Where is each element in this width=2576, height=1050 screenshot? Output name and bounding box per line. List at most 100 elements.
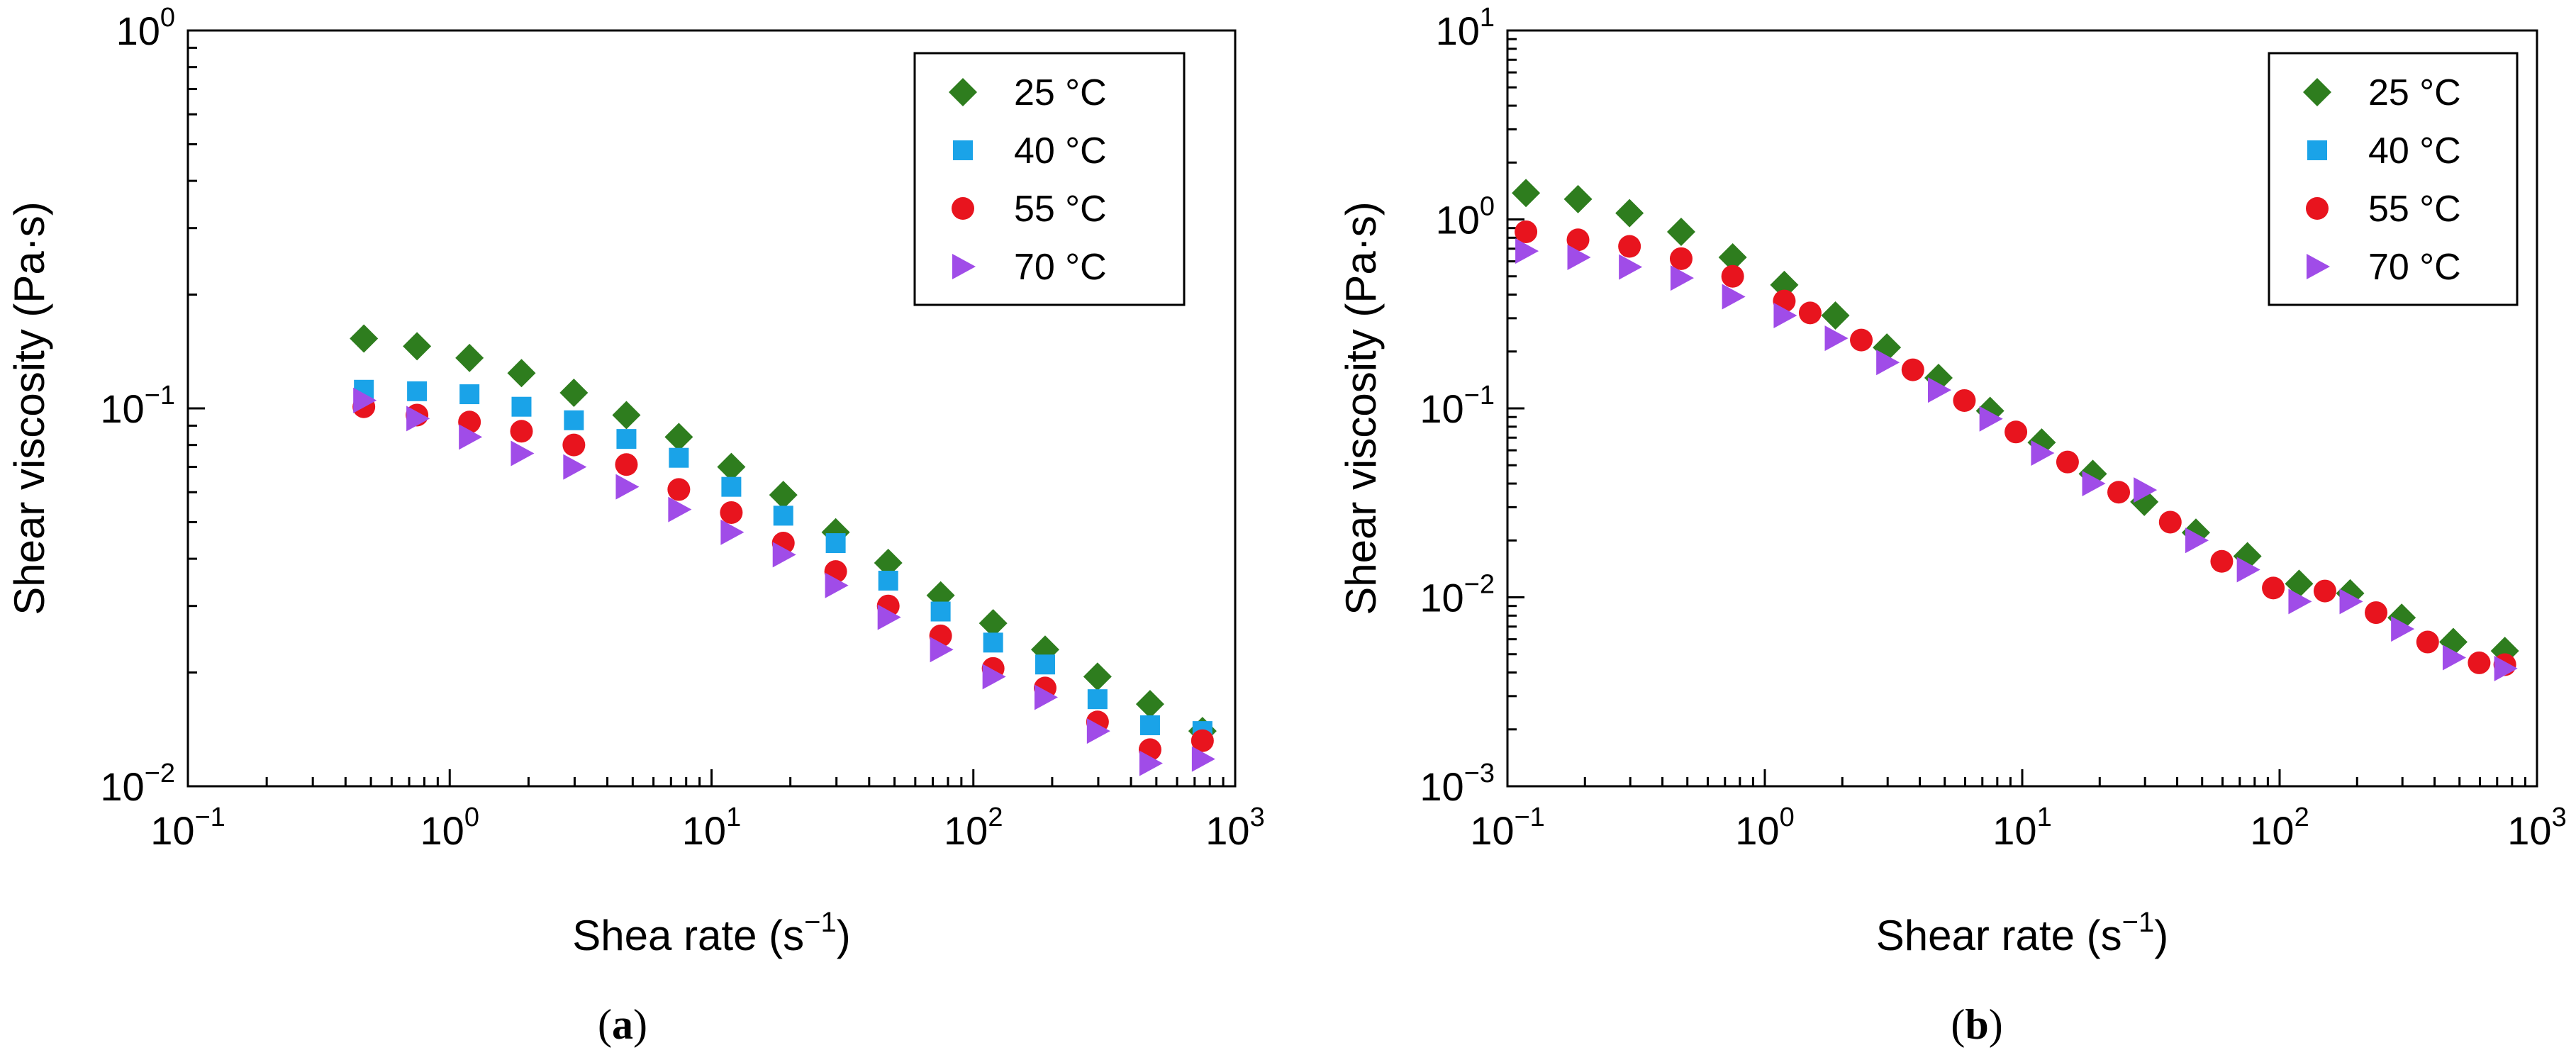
data-point (616, 429, 637, 449)
data-point (2442, 644, 2466, 671)
data-point (1515, 238, 1539, 264)
legend-label: 25 °C (1014, 72, 1107, 113)
data-point (769, 481, 798, 510)
data-point (2005, 420, 2028, 444)
y-tick-label: 10−2 (100, 759, 175, 809)
series-triangle-right (1515, 238, 2518, 681)
data-point (1083, 662, 1112, 691)
data-point (2416, 630, 2439, 654)
legend: 25 °C 40 °C 55 °C 70 °C (913, 52, 1186, 306)
data-point (511, 440, 535, 467)
data-point (978, 609, 1008, 638)
data-point (2210, 549, 2234, 573)
data-point (1563, 184, 1593, 213)
series-circle (352, 395, 1214, 761)
data-point (1515, 220, 1538, 243)
data-point (1135, 690, 1164, 719)
data-point (1901, 358, 1924, 381)
legend-label: 55 °C (1014, 189, 1107, 230)
data-point (1034, 684, 1058, 710)
data-point (772, 542, 796, 568)
data-point (2288, 588, 2312, 615)
x-tick-label: 102 (944, 803, 1003, 853)
y-tick-label: 101 (1436, 3, 1495, 53)
x-tick-label: 100 (420, 803, 479, 853)
data-point (1821, 301, 1850, 330)
data-point (507, 359, 536, 388)
legend-marker (952, 197, 974, 220)
data-point (2158, 510, 2182, 534)
x-tick-label: 103 (2507, 803, 2566, 853)
data-point (2082, 471, 2106, 497)
data-point (2134, 477, 2158, 503)
data-point (563, 454, 587, 480)
y-tick-label: 10−2 (1420, 570, 1495, 620)
data-point (2339, 588, 2363, 615)
data-point (1669, 247, 1693, 270)
data-point (2185, 527, 2209, 554)
data-point (2365, 601, 2388, 625)
x-tick-label: 101 (682, 803, 741, 853)
data-point (2031, 440, 2055, 467)
data-point (930, 601, 951, 622)
data-point (930, 637, 954, 663)
data-point (717, 452, 746, 481)
data-point (669, 447, 689, 468)
x-tick-label: 103 (1205, 803, 1264, 853)
data-point (2107, 481, 2131, 504)
data-point (1512, 179, 1541, 208)
data-point (2262, 576, 2285, 600)
data-point (510, 420, 533, 443)
data-point (2468, 651, 2491, 674)
legend-label: 25 °C (2368, 72, 2461, 113)
panel-label: (b) (1951, 1001, 2002, 1048)
data-point (615, 474, 640, 500)
data-point (1619, 254, 1643, 280)
x-tick-label: 102 (2250, 803, 2309, 853)
data-point (1850, 328, 1873, 352)
x-axis-title: Shear rate (s−1) (1876, 907, 2168, 959)
data-point (1035, 654, 1055, 675)
data-point (559, 378, 589, 407)
data-point (1953, 389, 1976, 412)
data-point (407, 381, 428, 401)
data-point (1722, 284, 1746, 310)
x-tick-label: 100 (1735, 803, 1794, 853)
data-point (1770, 270, 1799, 299)
legend-marker (2303, 78, 2331, 106)
data-point (664, 423, 693, 452)
series-square (354, 379, 1212, 742)
data-point (2056, 450, 2079, 474)
data-point (982, 664, 1006, 690)
data-point (2313, 579, 2336, 603)
data-point (2494, 655, 2518, 681)
data-point (350, 324, 379, 353)
data-point (1086, 718, 1110, 744)
data-point (721, 476, 742, 497)
series-triangle-right (353, 387, 1215, 776)
data-point (1979, 406, 2003, 432)
data-point (511, 396, 532, 417)
data-point (1721, 264, 1744, 288)
legend-marker (949, 78, 977, 106)
x-tick-label: 101 (1992, 803, 2051, 853)
data-point (877, 604, 901, 630)
data-point (406, 406, 430, 432)
data-point (1876, 350, 1900, 376)
data-point (1139, 750, 1163, 776)
data-point (878, 571, 898, 591)
data-point (1615, 199, 1644, 228)
legend-marker (2306, 197, 2329, 220)
data-point (612, 401, 641, 430)
data-point (773, 506, 793, 526)
data-point (1139, 715, 1160, 735)
legend-label: 70 °C (2368, 247, 2461, 288)
y-axis-title: Shear viscosity (Pa·s) (1337, 201, 1385, 615)
legend-marker (2307, 254, 2330, 279)
y-tick-label: 10−1 (100, 381, 175, 431)
data-point (2391, 616, 2415, 642)
y-tick-label: 100 (1436, 192, 1495, 242)
data-point (2236, 557, 2260, 583)
